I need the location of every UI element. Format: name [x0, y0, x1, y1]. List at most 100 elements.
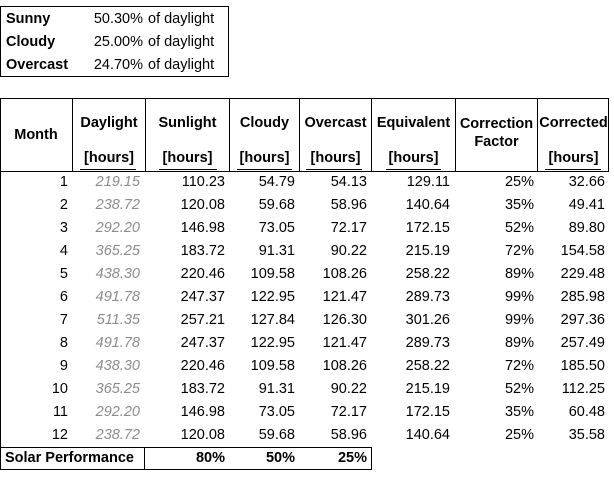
cell-sunlight: 120.08 [180, 427, 225, 443]
cell-cloudy: 91.31 [258, 381, 295, 397]
unit-overcast: [hours] [310, 150, 361, 166]
cell-cloudy: 73.05 [258, 404, 295, 420]
cell-month: 5 [59, 266, 68, 282]
cell-daylight: 219.15 [95, 174, 140, 190]
cell-cloudy: 54.79 [258, 174, 295, 190]
cell-month: 2 [59, 197, 68, 213]
cell-daylight: 365.25 [95, 381, 140, 397]
cell-month: 1 [59, 174, 68, 190]
cell-equivalent: 289.73 [405, 335, 450, 351]
cell-overcast: 121.47 [322, 289, 367, 305]
cell-equivalent: 129.11 [406, 174, 450, 190]
cell-correction: 89% [504, 266, 534, 282]
cell-equivalent: 140.64 [405, 427, 450, 443]
cell-daylight: 438.30 [95, 266, 140, 282]
cell-corrected: 185.50 [560, 358, 605, 374]
cell-correction: 52% [504, 220, 534, 236]
cell-corrected: 35.58 [568, 427, 605, 443]
cell-daylight: 491.78 [95, 289, 140, 305]
cell-sunlight: 146.98 [180, 220, 225, 236]
cell-overcast: 58.96 [330, 427, 367, 443]
cell-cloudy: 122.95 [250, 289, 295, 305]
cell-daylight: 238.72 [95, 197, 140, 213]
cell-overcast: 58.96 [330, 197, 367, 213]
cell-equivalent: 140.64 [405, 197, 450, 213]
cell-overcast: 54.13 [330, 174, 367, 190]
header-corrected: Corrected [539, 115, 608, 131]
cell-correction: 99% [504, 289, 534, 305]
cell-equivalent: 215.19 [405, 381, 450, 397]
unit-daylight: [hours] [84, 150, 134, 166]
cell-sunlight: 257.21 [180, 312, 225, 328]
cell-month: 12 [51, 427, 68, 443]
cell-equivalent: 301.26 [405, 312, 450, 328]
cell-corrected: 257.49 [560, 335, 605, 351]
header-cloudy: Cloudy [239, 115, 290, 131]
unit-equivalent: [hours] [388, 150, 439, 166]
cell-equivalent: 289.73 [405, 289, 450, 305]
cell-sunlight: 247.37 [180, 289, 225, 305]
cell-cloudy: 127.84 [250, 312, 295, 328]
cell-month: 9 [59, 358, 68, 374]
cell-correction: 72% [504, 243, 534, 259]
cell-equivalent: 258.22 [405, 358, 450, 374]
summary-label-overcast: Overcast [6, 57, 69, 73]
cell-corrected: 154.58 [560, 243, 605, 259]
cell-month: 10 [51, 381, 68, 397]
cell-daylight: 365.25 [95, 243, 140, 259]
header-month: Month [14, 127, 58, 143]
cell-overcast: 121.47 [322, 335, 367, 351]
cell-overcast: 90.22 [330, 381, 367, 397]
summary-label-cloudy: Cloudy [6, 34, 56, 50]
cell-overcast: 126.30 [322, 312, 367, 328]
cell-corrected: 89.80 [568, 220, 605, 236]
cell-month: 11 [52, 404, 68, 420]
cell-corrected: 229.48 [560, 266, 605, 282]
cell-cloudy: 73.05 [258, 220, 295, 236]
header-equivalent: Equivalent [376, 115, 451, 131]
header-correction-factor: Correction Factor [459, 116, 534, 150]
cell-correction: 99% [504, 312, 534, 328]
cell-month: 7 [59, 312, 68, 328]
cell-equivalent: 172.15 [405, 404, 450, 420]
cell-daylight: 438.30 [95, 358, 140, 374]
unit-corrected: [hours] [548, 150, 599, 166]
cell-cloudy: 109.58 [250, 266, 295, 282]
cell-correction: 89% [504, 335, 534, 351]
cell-sunlight: 220.46 [180, 266, 225, 282]
header-overcast: Overcast [304, 115, 367, 131]
cell-sunlight: 146.98 [180, 404, 225, 420]
cell-overcast: 108.26 [322, 358, 367, 374]
cell-corrected: 60.48 [568, 404, 605, 420]
summary-percent-sunny: 50.30% [93, 11, 143, 27]
header-sunlight: Sunlight [158, 115, 217, 131]
summary-percent-cloudy: 25.00% [93, 34, 143, 50]
cell-overcast: 72.17 [330, 404, 367, 420]
cell-daylight: 238.72 [95, 427, 140, 443]
cell-cloudy: 59.68 [258, 197, 295, 213]
cell-sunlight: 220.46 [180, 358, 225, 374]
cell-month: 3 [59, 220, 68, 236]
cell-correction: 72% [504, 358, 534, 374]
cell-sunlight: 120.08 [180, 197, 225, 213]
cell-sunlight: 110.23 [181, 174, 225, 190]
cell-corrected: 112.25 [561, 381, 605, 397]
cell-correction: 25% [504, 427, 534, 443]
cell-correction: 35% [504, 404, 534, 420]
cell-overcast: 90.22 [330, 243, 367, 259]
cell-month: 8 [59, 335, 68, 351]
cell-cloudy: 122.95 [250, 335, 295, 351]
cell-cloudy: 59.68 [258, 427, 295, 443]
cell-daylight: 292.20 [95, 220, 140, 236]
cell-overcast: 72.17 [330, 220, 367, 236]
cell-cloudy: 91.31 [258, 243, 295, 259]
cell-sunlight: 183.72 [180, 381, 225, 397]
cell-corrected: 49.41 [568, 197, 605, 213]
unit-cloudy: [hours] [239, 150, 290, 166]
cell-daylight: 292.20 [95, 404, 140, 420]
cell-cloudy: 109.58 [250, 358, 295, 374]
cell-corrected: 285.98 [560, 289, 605, 305]
summary-suffix-cloudy: of daylight [148, 34, 215, 50]
footer-overcast: 25% [337, 450, 367, 466]
summary-suffix-sunny: of daylight [148, 11, 215, 27]
